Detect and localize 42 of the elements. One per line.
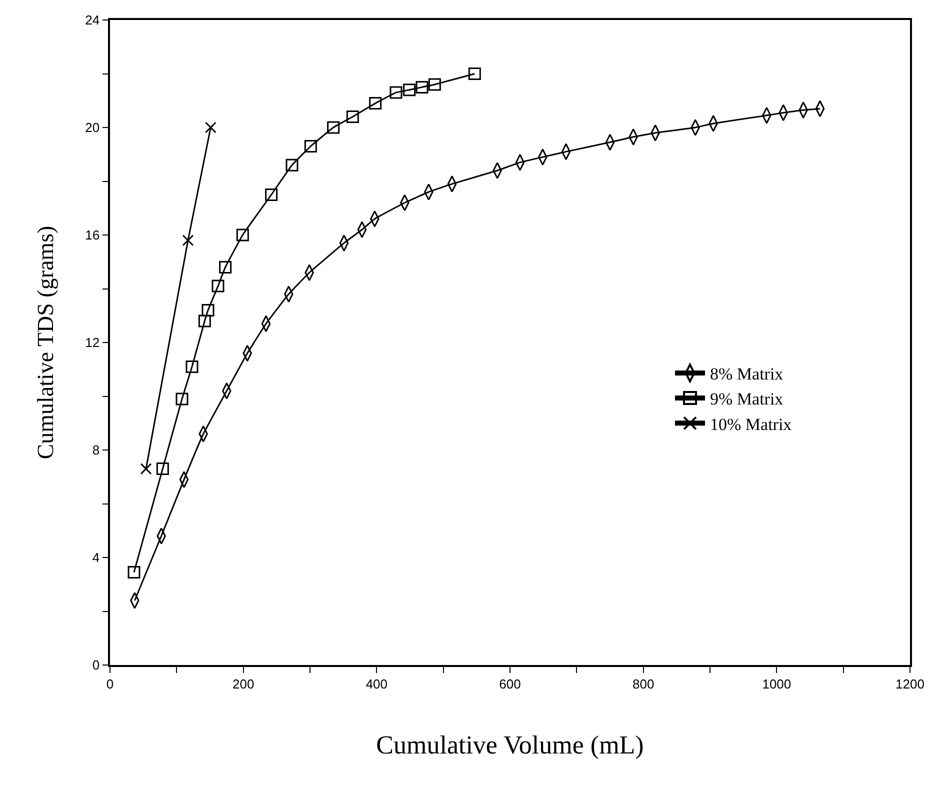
y-tick-label: 24 <box>85 12 100 28</box>
point <box>198 314 211 328</box>
legend-label: 8% Matrix <box>710 364 784 384</box>
point <box>468 68 481 80</box>
point <box>416 80 428 94</box>
point <box>212 280 224 292</box>
y-tick-label: 12 <box>85 335 100 350</box>
point <box>428 78 441 91</box>
point <box>140 463 152 475</box>
point <box>346 110 359 123</box>
point <box>265 188 278 201</box>
point <box>390 86 402 99</box>
y-axis-title: Cumulative TDS (grams) <box>33 226 58 460</box>
point <box>369 97 382 110</box>
x-tick-label: 600 <box>499 676 521 692</box>
point <box>327 121 340 134</box>
point <box>182 234 194 246</box>
point <box>186 360 198 373</box>
point <box>403 84 416 96</box>
point <box>176 392 188 406</box>
y-tick-label: 16 <box>85 228 100 243</box>
y-tick-label: 20 <box>85 120 100 136</box>
x-tick-label: 800 <box>632 676 654 692</box>
x-tick-label: 1200 <box>896 676 924 692</box>
point <box>204 122 216 134</box>
legend-label: 10% Matrix <box>710 414 792 434</box>
point <box>236 228 249 242</box>
x-axis-title: Cumulative Volume (mL) <box>376 730 644 760</box>
x-tick-label: 400 <box>366 676 388 692</box>
y-tick-label: 8 <box>92 442 100 458</box>
point <box>304 140 317 153</box>
y-tick-label: 4 <box>92 550 100 566</box>
point <box>219 261 232 274</box>
x-tick-label: 0 <box>106 676 114 692</box>
x-tick-label: 1000 <box>762 676 792 692</box>
point <box>128 566 140 579</box>
legend-label: 9% Matrix <box>710 390 784 409</box>
point <box>156 462 169 476</box>
point <box>202 304 214 316</box>
x-tick-label: 200 <box>232 676 254 692</box>
point <box>286 158 298 172</box>
y-tick-label: 0 <box>92 658 100 673</box>
